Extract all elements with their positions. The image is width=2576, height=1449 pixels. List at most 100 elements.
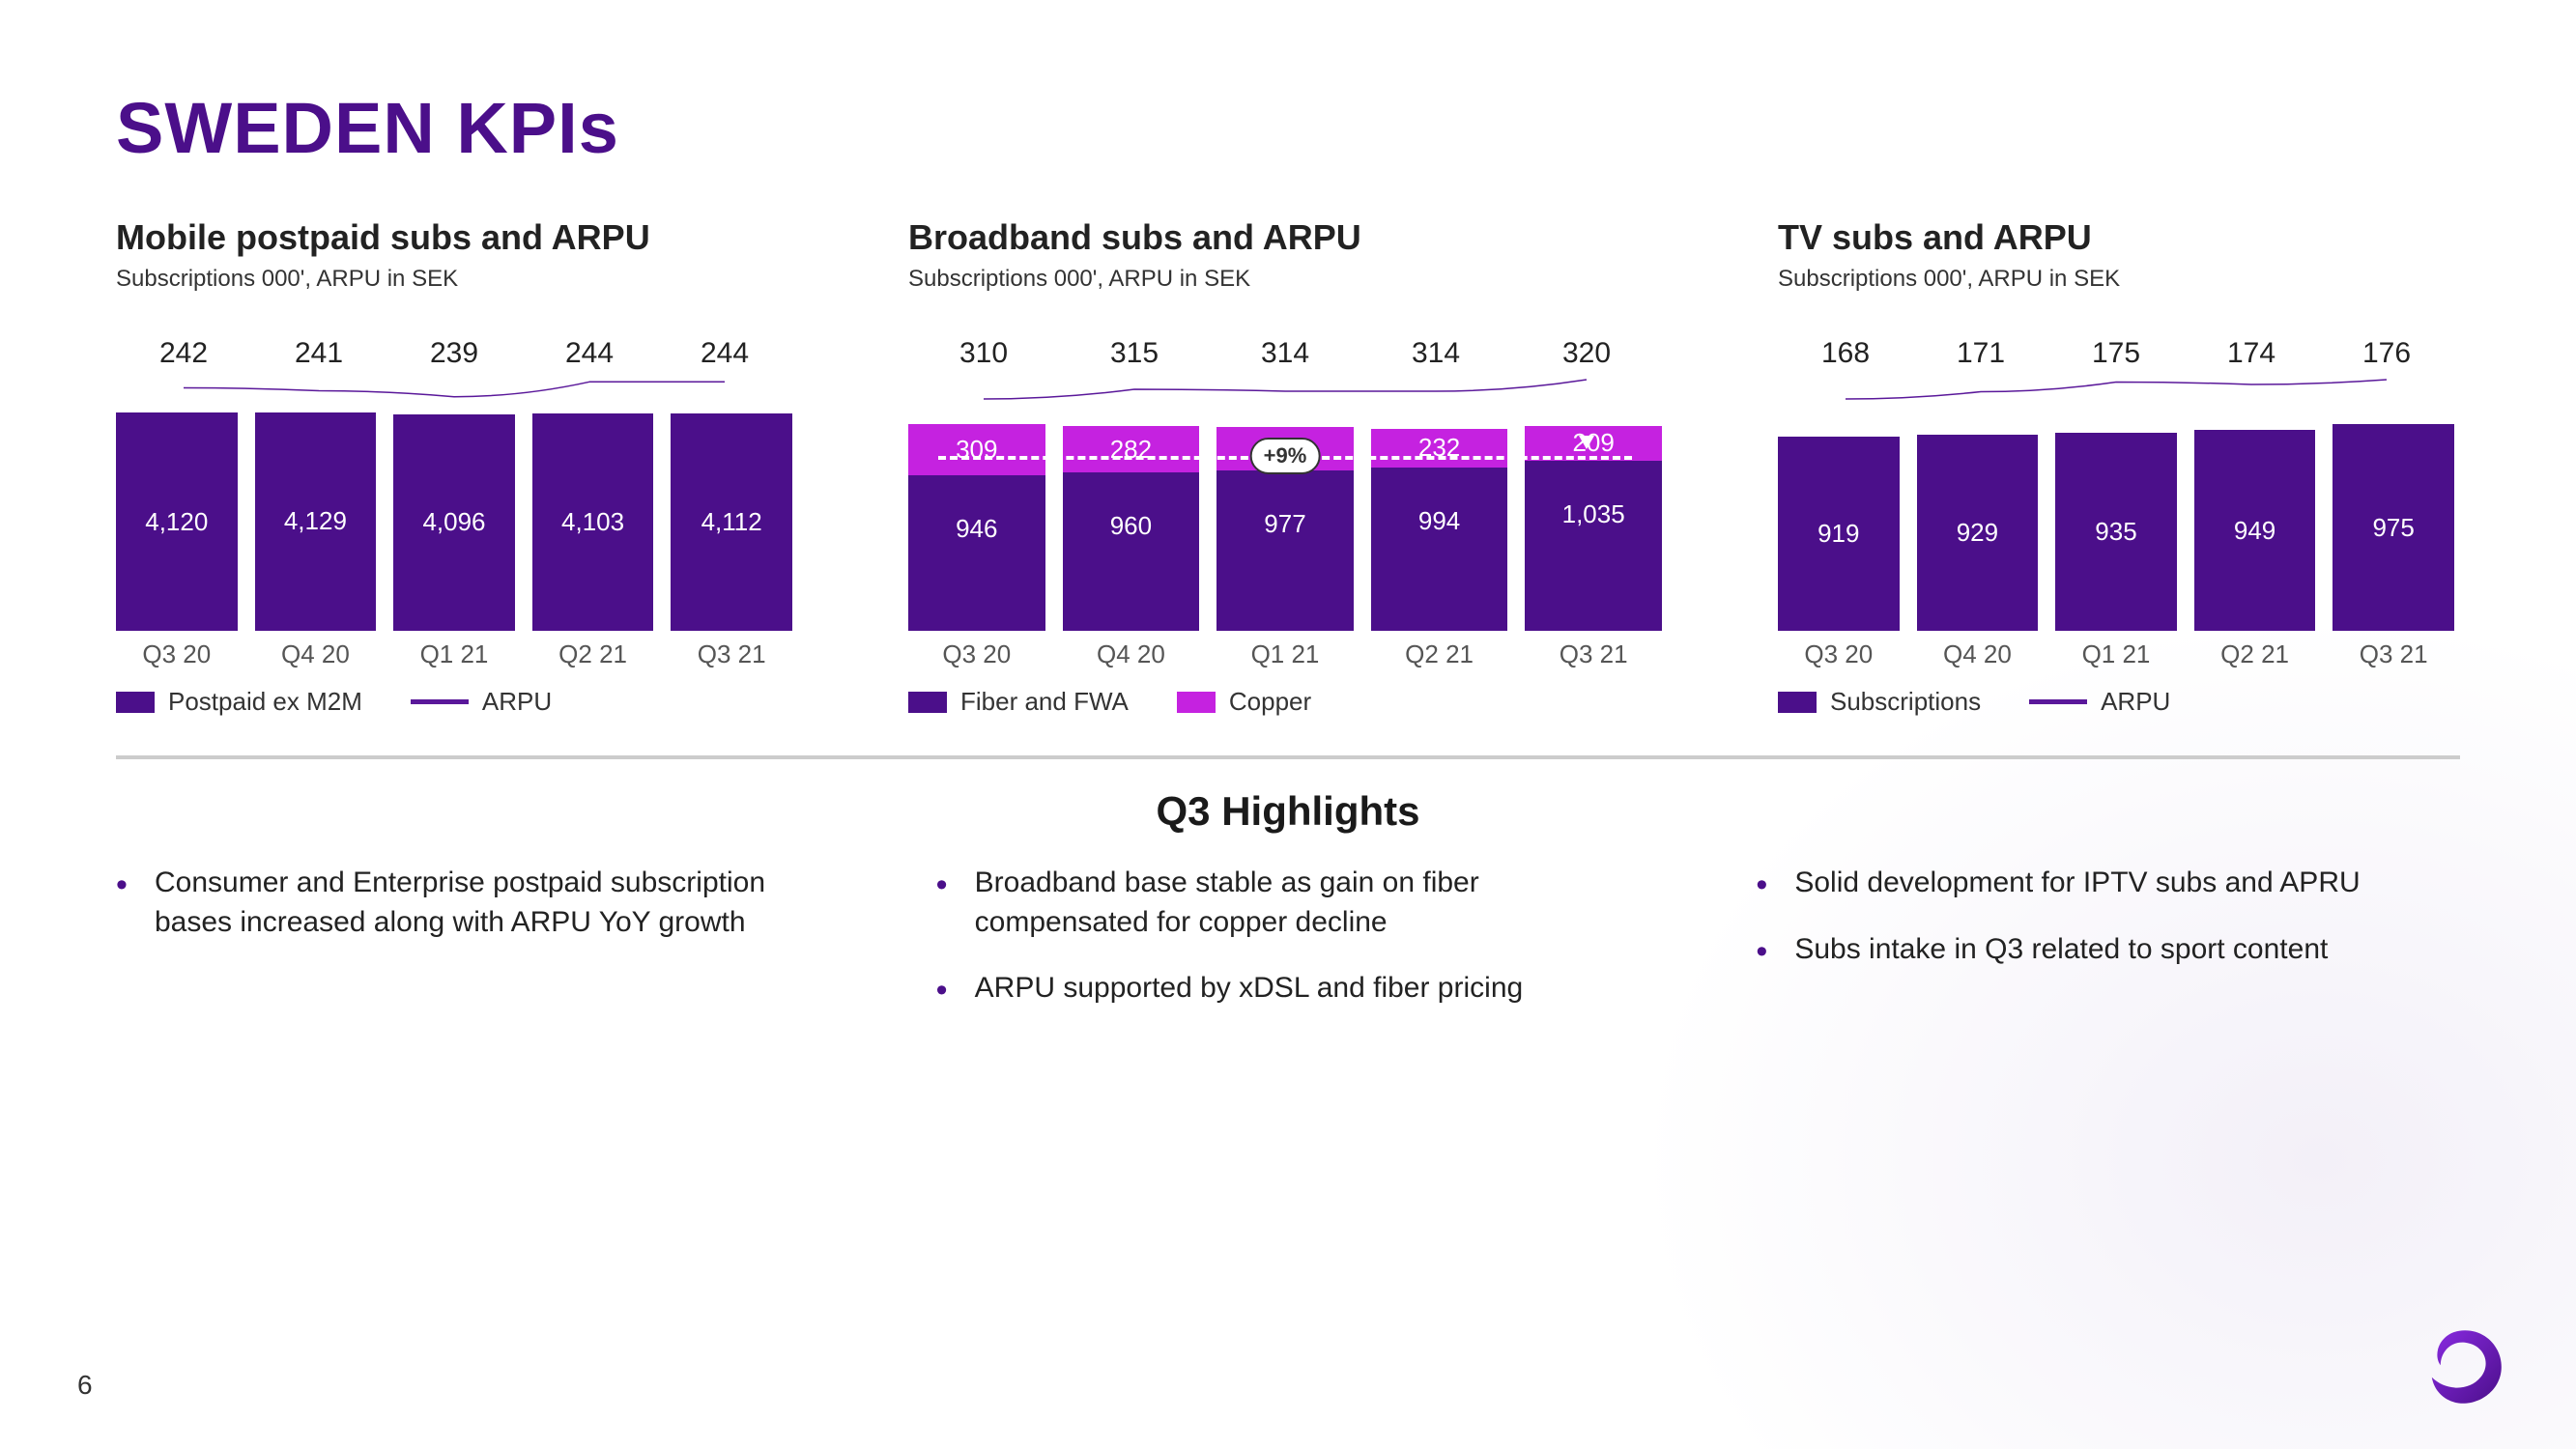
bar-column: 4,129 — [255, 412, 377, 631]
x-label: Q4 20 — [1917, 639, 2039, 669]
x-label: Q3 20 — [116, 639, 238, 669]
bar-segment: 919 — [1778, 437, 1900, 631]
bullet-point: Solid development for IPTV subs and APRU — [1756, 864, 2460, 903]
bar-segment: 4,120 — [116, 412, 238, 631]
chart-mobile: Mobile postpaid subs and ARPUSubscriptio… — [116, 217, 792, 717]
bars: 4,1204,1294,0964,1034,112 — [116, 380, 792, 631]
highlights-column: Broadband base stable as gain on fiber c… — [936, 864, 1641, 1036]
arpu-value: 239 — [430, 337, 478, 370]
legend-label: Subscriptions — [1830, 687, 1981, 717]
legend-item: Copper — [1177, 687, 1311, 717]
arrow-down-icon — [1579, 436, 1594, 449]
bar-segment-fiber: 1,035 — [1525, 461, 1662, 631]
bar-segment-copper: 309 — [908, 424, 1045, 475]
bullet-point: Broadband base stable as gain on fiber c… — [936, 864, 1641, 942]
arpu-value: 175 — [2092, 337, 2140, 370]
bar-column: 4,112 — [671, 413, 792, 631]
page-title: SWEDEN KPIs — [116, 87, 2460, 169]
brand-logo-icon — [2421, 1323, 2508, 1410]
charts-row: Mobile postpaid subs and ARPUSubscriptio… — [116, 217, 2460, 717]
x-label: Q1 21 — [2055, 639, 2177, 669]
bullet-point: ARPU supported by xDSL and fiber pricing — [936, 969, 1641, 1009]
legend-label: Postpaid ex M2M — [168, 687, 362, 717]
bar-segment-fiber: 946 — [908, 475, 1045, 631]
bullet-list: Consumer and Enterprise postpaid subscri… — [116, 864, 820, 942]
bullet-list: Broadband base stable as gain on fiber c… — [936, 864, 1641, 1009]
chart-subtitle: Subscriptions 000', ARPU in SEK — [116, 266, 792, 293]
legend-swatch — [116, 692, 155, 713]
bar-column: 929 — [1917, 435, 2039, 631]
arpu-value: 171 — [1957, 337, 2005, 370]
bar-column: 975 — [2333, 424, 2454, 631]
bar-column: 949 — [2194, 430, 2316, 631]
bar-segment: 4,112 — [671, 413, 792, 631]
x-label: Q3 21 — [1525, 639, 1662, 669]
chart-canvas: 168 171 175 174 176 919929935949975 Q3 20 Q4 20… — [1778, 322, 2454, 669]
arpu-value: 314 — [1261, 337, 1309, 370]
x-axis-labels: Q3 20Q4 20Q1 21Q2 21Q3 21 — [1778, 639, 2454, 669]
bullet-point: Consumer and Enterprise postpaid subscri… — [116, 864, 820, 942]
legend-item: Subscriptions — [1778, 687, 1981, 717]
page-number: 6 — [77, 1370, 93, 1401]
bar-column: 4,103 — [532, 413, 654, 631]
bar-segment: 4,096 — [393, 414, 515, 631]
chart-canvas: 3103153143143203099462829602599772329942… — [908, 322, 1662, 669]
chart-broadband: Broadband subs and ARPU Subscriptions 000… — [908, 217, 1662, 717]
bar-segment-fiber: 977 — [1216, 470, 1354, 631]
arpu-value: 244 — [701, 337, 749, 370]
bar-segment: 935 — [2055, 433, 2177, 631]
legend: Fiber and FWA Copper — [908, 687, 1662, 717]
legend-item: Postpaid ex M2M — [116, 687, 362, 717]
legend: Postpaid ex M2M ARPU — [116, 687, 792, 717]
chart-subtitle: Subscriptions 000', ARPU in SEK — [1778, 266, 2454, 293]
x-label: Q3 21 — [671, 639, 792, 669]
separator — [116, 755, 2460, 759]
arpu-value: 241 — [295, 337, 343, 370]
x-label: Q3 20 — [908, 639, 1045, 669]
bar-column: 4,096 — [393, 414, 515, 631]
bar-segment: 4,129 — [255, 412, 377, 631]
bar-column: 4,120 — [116, 412, 238, 631]
bar-segment-copper: 282 — [1063, 426, 1200, 472]
highlights-row: Consumer and Enterprise postpaid subscri… — [116, 864, 2460, 1036]
chart-subtitle: Subscriptions 000', ARPU in SEK — [908, 266, 1662, 293]
bar-segment: 4,103 — [532, 413, 654, 631]
arpu-value: 314 — [1412, 337, 1460, 370]
chart-title: Broadband subs and ARPU — [908, 217, 1662, 258]
x-label: Q2 21 — [2194, 639, 2316, 669]
legend: Subscriptions ARPU — [1778, 687, 2454, 717]
x-label: Q3 20 — [1778, 639, 1900, 669]
highlights-column: Solid development for IPTV subs and APRU… — [1756, 864, 2460, 1036]
chart-tv: TV subs and ARPU Subscriptions 000', ARPU… — [1778, 217, 2454, 717]
arpu-value: 176 — [2362, 337, 2411, 370]
legend-swatch — [1778, 692, 1817, 713]
legend-label: Copper — [1229, 687, 1311, 717]
legend-swatch — [2029, 699, 2087, 704]
x-label: Q1 21 — [393, 639, 515, 669]
x-label: Q4 20 — [1063, 639, 1200, 669]
bar-column: 935 — [2055, 433, 2177, 631]
x-label: Q2 21 — [1371, 639, 1508, 669]
bullet-point: Subs intake in Q3 related to sport conte… — [1756, 930, 2460, 970]
arpu-value: 168 — [1821, 337, 1870, 370]
bar-segment: 975 — [2333, 424, 2454, 631]
legend-item: ARPU — [411, 687, 552, 717]
bar-segment-copper: 232 — [1371, 429, 1508, 468]
highlights-title: Q3 Highlights — [116, 788, 2460, 835]
growth-badge: +9% — [1250, 438, 1321, 474]
bar-segment: 949 — [2194, 430, 2316, 631]
chart-canvas: 2422412392442444,1204,1294,0964,1034,112… — [116, 322, 792, 669]
legend-label: ARPU — [2101, 687, 2170, 717]
legend-item: ARPU — [2029, 687, 2170, 717]
bars: 3099462829602599772329942091,035 — [908, 380, 1662, 631]
arpu-value: 174 — [2227, 337, 2275, 370]
x-label: Q2 21 — [532, 639, 654, 669]
bars: 919929935949975 — [1778, 380, 2454, 631]
highlights-column: Consumer and Enterprise postpaid subscri… — [116, 864, 820, 1036]
legend-label: Fiber and FWA — [960, 687, 1129, 717]
legend-swatch — [908, 692, 947, 713]
chart-title: TV subs and ARPU — [1778, 217, 2454, 258]
x-axis-labels: Q3 20Q4 20Q1 21Q2 21Q3 21 — [116, 639, 792, 669]
legend-swatch — [411, 699, 469, 704]
arpu-value: 242 — [159, 337, 208, 370]
